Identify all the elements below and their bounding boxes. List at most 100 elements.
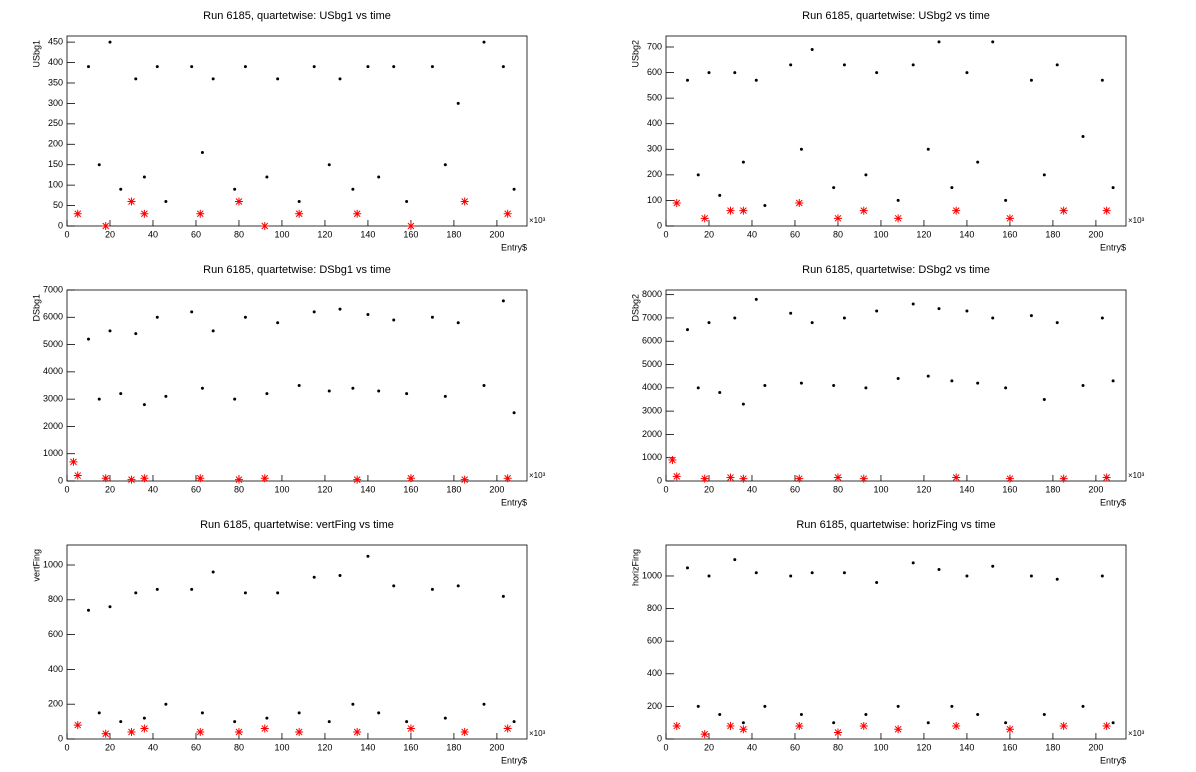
y-tick-label: 400: [48, 664, 63, 674]
point: [707, 321, 711, 325]
x-tick-label: 140: [360, 484, 375, 494]
x-tick-label: 20: [105, 484, 115, 494]
y-tick-label: 2000: [642, 429, 662, 439]
point: [338, 573, 342, 577]
y-tick-label: 6000: [43, 312, 63, 322]
point: [741, 160, 745, 164]
x-tick-label: 180: [446, 484, 461, 494]
x-tick-label: 160: [1002, 484, 1017, 494]
point: [763, 204, 767, 208]
point: [405, 392, 409, 396]
y-tick-label: 400: [647, 668, 662, 678]
point: [789, 311, 793, 315]
panel: Run 6185, quartetwise: USbg1 vs time USbg…: [31, 10, 545, 252]
x-tick-label: 80: [833, 484, 843, 494]
point: [864, 386, 868, 390]
point: [842, 316, 846, 320]
point: [200, 150, 204, 154]
x-tick-label: 200: [489, 484, 504, 494]
y-tick-label: 600: [647, 67, 662, 77]
x-tick-label: 140: [360, 229, 375, 239]
point: [795, 474, 804, 483]
x-tick-label: 20: [704, 742, 714, 752]
y-tick-label: 100: [48, 180, 63, 190]
point: [327, 720, 331, 724]
point: [1004, 721, 1008, 725]
x-tick-label: 140: [959, 484, 974, 494]
point: [119, 392, 123, 396]
y-tick-label: 0: [657, 220, 662, 230]
point: [101, 222, 110, 230]
point: [119, 187, 123, 191]
point: [377, 175, 381, 179]
point: [952, 473, 961, 482]
x-tick-label: 60: [790, 484, 800, 494]
chart-title: Run 6185, quartetwise: vertFing vs time: [200, 519, 394, 531]
point: [976, 381, 980, 385]
point: [134, 77, 138, 81]
point: [211, 77, 215, 81]
point: [875, 309, 879, 313]
point: [937, 567, 941, 571]
point: [911, 302, 915, 306]
point: [1100, 574, 1104, 578]
point: [832, 186, 836, 190]
y-tick-label: 0: [657, 733, 662, 743]
x-tick-label: 0: [663, 742, 668, 752]
x-tick-label: 100: [873, 229, 888, 239]
y-tick-label: 3000: [43, 394, 63, 404]
point: [260, 474, 269, 483]
x-tick-label: 120: [916, 484, 931, 494]
point: [789, 63, 793, 67]
point: [456, 101, 460, 105]
point: [1081, 704, 1085, 708]
x-tick-label: 140: [959, 229, 974, 239]
point: [859, 474, 868, 483]
point: [896, 198, 900, 202]
point: [672, 721, 681, 730]
point: [392, 65, 396, 69]
x-tick-label: 140: [360, 742, 375, 752]
point: [119, 720, 123, 724]
point: [260, 724, 269, 733]
x-tick-label: 60: [191, 484, 201, 494]
y-axis-label: USbg2: [630, 40, 640, 68]
x-tick-label: 180: [1045, 484, 1060, 494]
plot-frame: [665, 544, 1127, 740]
point: [501, 299, 505, 303]
point: [196, 474, 205, 483]
y-tick-label: 0: [58, 220, 63, 230]
y-tick-label: 450: [48, 37, 63, 47]
point: [243, 315, 247, 319]
point: [276, 321, 280, 325]
y-tick-label: 400: [647, 118, 662, 128]
x-tick-label: 80: [234, 484, 244, 494]
y-tick-label: 200: [647, 701, 662, 711]
point: [338, 307, 342, 311]
point: [832, 384, 836, 387]
point: [741, 721, 745, 725]
x-tick-label: 100: [274, 484, 289, 494]
point: [73, 471, 82, 480]
point: [234, 475, 243, 484]
panel: Run 6185, quartetwise: DSbg2 vs time DSbg…: [630, 264, 1144, 507]
x-tick-label: 40: [747, 229, 757, 239]
point: [243, 591, 247, 595]
point: [297, 711, 301, 715]
point: [1055, 321, 1059, 325]
point: [276, 77, 280, 81]
y-tick-label: 1000: [642, 452, 662, 462]
point: [86, 65, 90, 69]
point: [833, 214, 842, 223]
x-tick-label: 160: [1002, 742, 1017, 752]
point: [672, 472, 681, 481]
point: [134, 591, 138, 595]
y-tick-label: 1000: [642, 570, 662, 580]
point: [503, 724, 512, 733]
point: [155, 65, 159, 69]
y-tick-label: 7000: [43, 284, 63, 294]
point: [265, 716, 269, 720]
point: [696, 173, 700, 177]
y-axis-label: horizFing: [630, 549, 640, 586]
point: [406, 222, 415, 230]
